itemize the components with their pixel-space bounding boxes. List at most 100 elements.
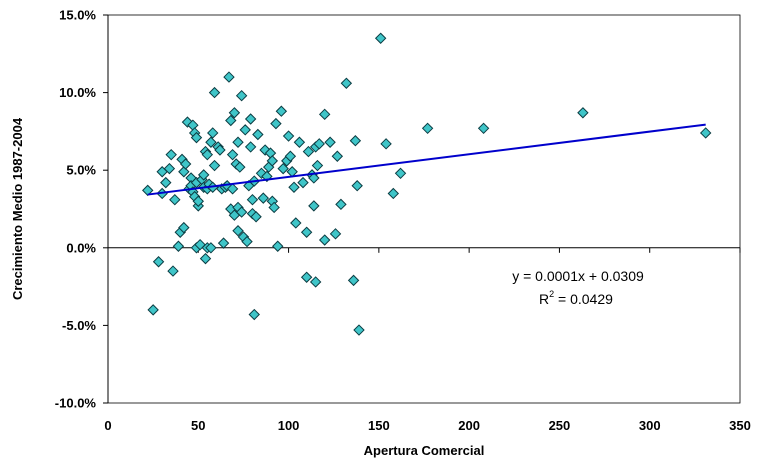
y-tick-label: 10.0%	[59, 85, 96, 100]
data-point	[205, 242, 217, 254]
plot-area	[107, 14, 741, 404]
data-point	[300, 271, 313, 283]
data-point	[244, 113, 257, 125]
data-point	[421, 122, 434, 135]
data-point	[347, 274, 360, 287]
data-point	[324, 136, 336, 148]
data-point	[387, 187, 400, 200]
data-point	[172, 240, 185, 252]
data-point	[311, 159, 324, 172]
y-tick-label: 5.0%	[66, 163, 96, 178]
x-tick-label: 0	[104, 418, 111, 433]
data-point	[207, 127, 219, 139]
data-point	[197, 169, 210, 181]
data-point	[235, 206, 248, 218]
data-point	[699, 127, 712, 139]
data-point	[192, 195, 204, 207]
data-point	[293, 136, 306, 148]
data-point	[268, 201, 280, 214]
data-point	[309, 276, 322, 288]
data-point	[163, 162, 176, 175]
data-point	[178, 166, 190, 178]
data-point	[577, 107, 589, 119]
r-squared-label: R2 = 0.0429	[539, 289, 613, 307]
r-squared-value: = 0.0429	[554, 291, 613, 307]
data-point	[308, 172, 320, 184]
x-tick-label: 350	[729, 418, 751, 433]
data-point	[270, 117, 282, 130]
y-tick-label: 15.0%	[59, 8, 96, 23]
data-points	[142, 32, 712, 336]
y-axis-title: Crecimiento Medio 1987-2004	[10, 117, 25, 300]
r-squared-symbol: R	[539, 291, 549, 307]
data-point	[353, 324, 365, 336]
data-point	[232, 225, 244, 237]
data-point	[252, 128, 264, 141]
data-point	[226, 148, 239, 161]
data-point	[235, 89, 248, 102]
x-tick-label: 300	[639, 418, 661, 433]
data-point	[246, 193, 259, 206]
data-point	[329, 228, 342, 240]
data-point	[223, 71, 235, 83]
data-point	[244, 141, 257, 153]
data-point	[308, 200, 320, 212]
data-point	[266, 155, 279, 167]
data-point	[142, 184, 154, 197]
data-point	[241, 235, 253, 248]
data-point	[208, 86, 221, 99]
data-point	[374, 32, 387, 44]
data-point	[190, 131, 203, 144]
data-point	[477, 122, 490, 135]
data-point	[250, 211, 262, 223]
data-point	[214, 144, 226, 156]
data-point	[340, 77, 353, 89]
data-point	[300, 226, 313, 238]
data-point	[205, 136, 217, 148]
data-point	[147, 304, 159, 316]
data-point	[335, 198, 347, 211]
x-tick-label: 50	[191, 418, 205, 433]
data-point	[331, 150, 344, 162]
x-tick-label: 100	[278, 418, 300, 433]
data-point	[318, 108, 331, 121]
data-point	[160, 176, 172, 189]
data-point	[282, 130, 295, 142]
data-point	[239, 124, 251, 136]
x-tick-label: 150	[368, 418, 390, 433]
data-point	[178, 221, 190, 234]
data-point	[302, 145, 315, 158]
data-point	[179, 158, 192, 170]
data-point	[394, 167, 407, 180]
data-point	[351, 180, 363, 192]
data-point	[165, 148, 177, 161]
data-point	[169, 193, 181, 206]
data-point	[349, 135, 362, 147]
data-point	[284, 150, 297, 162]
trend-line	[147, 123, 706, 196]
data-point	[275, 105, 288, 117]
y-tick-label: 0.0%	[66, 240, 96, 255]
data-point	[217, 237, 230, 249]
data-point	[313, 138, 325, 150]
data-point	[318, 234, 331, 246]
data-point	[380, 138, 392, 150]
y-tick-label: -5.0%	[62, 318, 96, 333]
trendline-equation: y = 0.0001x + 0.0309	[512, 268, 644, 284]
data-point	[297, 176, 309, 189]
x-tick-label: 200	[458, 418, 480, 433]
x-tick-label: 250	[549, 418, 571, 433]
data-point	[201, 148, 214, 161]
data-point	[225, 114, 237, 127]
x-axis-tick-labels: 0 50 100 150 200 250 300 350	[104, 418, 750, 433]
y-tick-label: -10.0%	[55, 396, 97, 411]
r-squared-superscript: 2	[549, 289, 554, 299]
data-point	[199, 252, 212, 265]
data-point	[228, 107, 241, 119]
data-point	[226, 183, 239, 195]
y-axis-tick-labels: -10.0% -5.0% 0.0% 5.0% 10.0% 15.0%	[55, 8, 97, 411]
y-axis-ticks	[103, 14, 108, 404]
data-point	[248, 308, 260, 321]
data-point	[167, 265, 179, 277]
